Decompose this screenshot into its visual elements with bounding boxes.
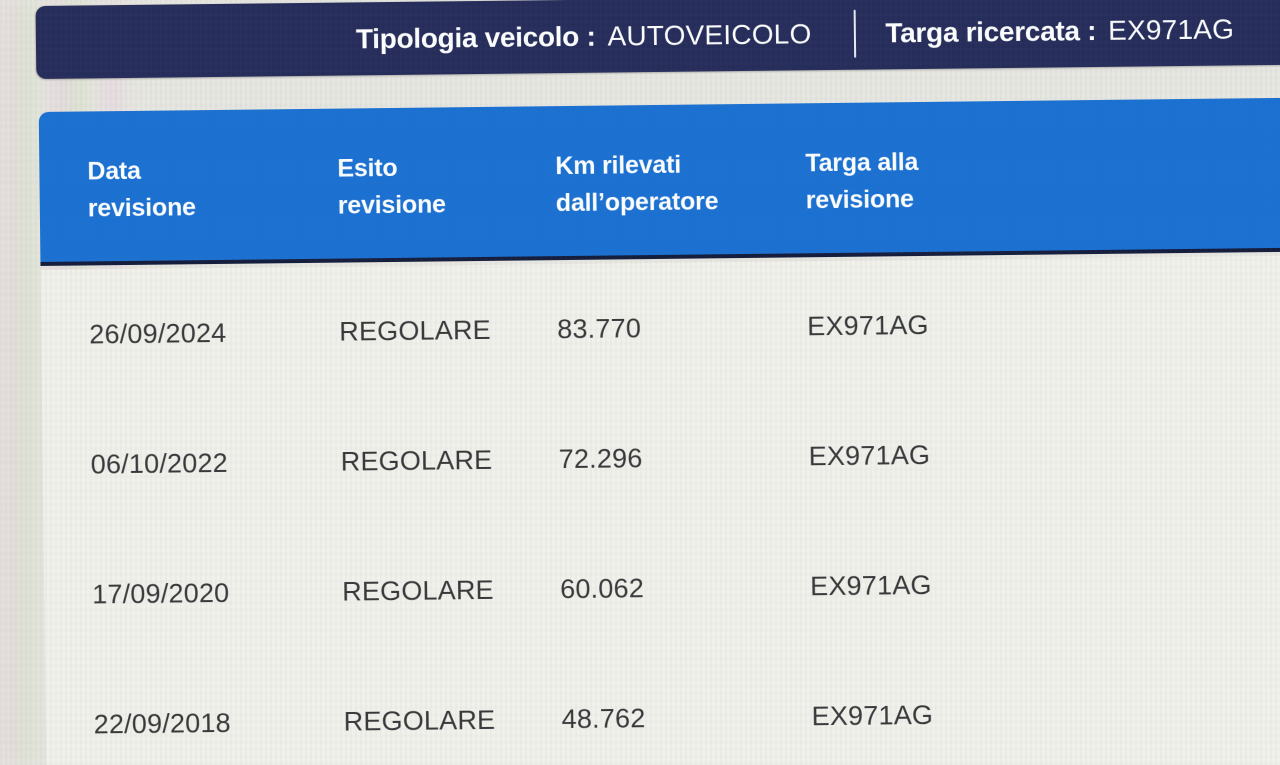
cell-km: 60.062 [560, 572, 645, 604]
plate-search-value: EX971AG [1107, 12, 1235, 46]
column-header-result: Esito revisione [337, 153, 446, 220]
cell-date: 06/10/2022 [90, 447, 229, 479]
cell-result: REGOLARE [342, 574, 495, 607]
cell-km: 83.770 [557, 312, 642, 344]
revision-table: 26/09/2024 REGOLARE 83.770 EX971AG 06/10… [40, 254, 1280, 765]
cell-plate: EX971AG [811, 699, 934, 731]
revision-table-header: Data revisione Esito revisione Km rileva… [38, 96, 1280, 266]
cell-plate: EX971AG [809, 569, 932, 601]
table-row: 22/09/2018 REGOLARE 48.762 EX971AG [45, 645, 1280, 765]
table-row: 26/09/2024 REGOLARE 83.770 EX971AG [41, 255, 1280, 400]
column-header-plate: Targa alla revisione [805, 148, 919, 215]
cell-km: 72.296 [558, 442, 643, 474]
column-header-date: Data revisione [87, 156, 196, 223]
header-row: Data revisione Esito revisione Km rileva… [39, 97, 1280, 228]
plate-search-label: Targa ricercata : [885, 14, 1097, 48]
vehicle-type-value: AUTOVEICOLO [607, 17, 812, 52]
column-header-km: Km rilevati dall’operatore [555, 150, 719, 218]
cell-result: REGOLARE [343, 704, 496, 737]
vehicle-summary-bar: Tipologia veicolo : AUTOVEICOLO Targa ri… [35, 0, 1280, 80]
cell-date: 22/09/2018 [93, 707, 231, 739]
cell-result: REGOLARE [340, 444, 493, 477]
cell-date: 17/09/2020 [92, 577, 230, 609]
cell-km: 48.762 [561, 702, 646, 734]
vehicle-type-label: Tipologia veicolo : [355, 20, 596, 54]
cell-result: REGOLARE [339, 314, 492, 347]
cell-plate: EX971AG [807, 309, 929, 341]
vertical-divider [853, 9, 856, 58]
table-row: 17/09/2020 REGOLARE 60.062 EX971AG [43, 515, 1280, 660]
cell-plate: EX971AG [808, 439, 931, 471]
cell-date: 26/09/2024 [89, 317, 227, 349]
table-row: 06/10/2022 REGOLARE 72.296 EX971AG [42, 385, 1280, 530]
